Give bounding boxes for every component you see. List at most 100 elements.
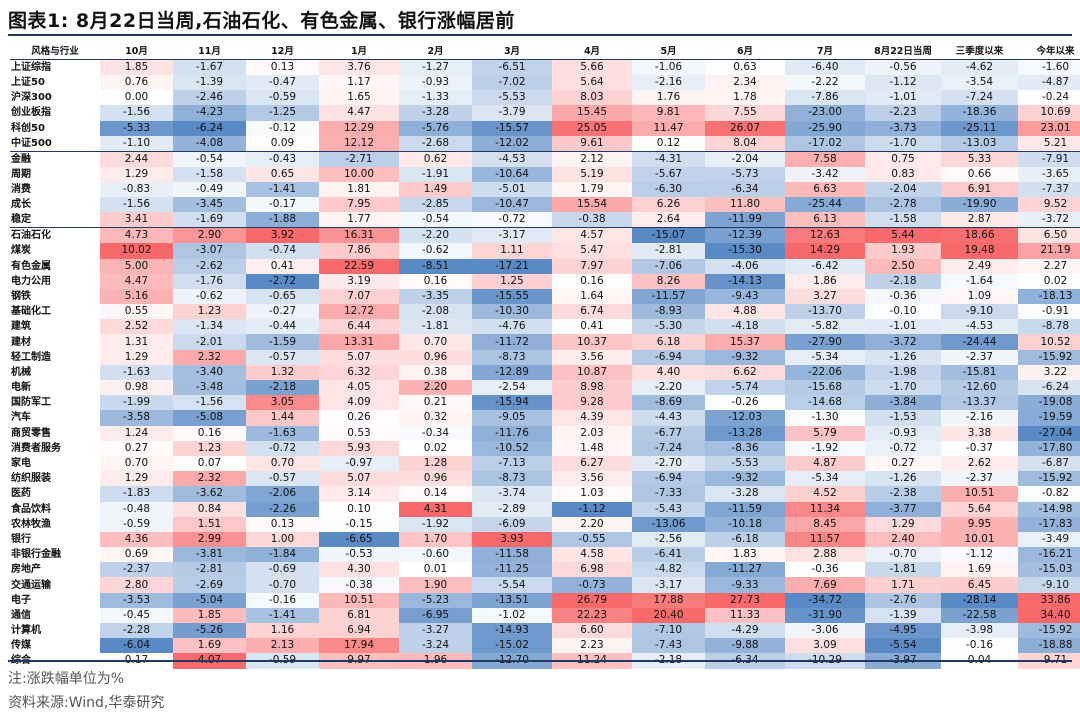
value-cell: 0.70 [246,455,319,472]
value-cell: -1.64 [941,273,1018,289]
row-label: 银行 [11,533,31,545]
value-cell: 11.34 [785,501,865,517]
value-cell: -11.25 [472,562,552,578]
value-cell: 0.12 [632,135,705,152]
row-label: 钢铁 [11,290,31,302]
value-cell: 1.48 [552,440,632,456]
row-label: 电力公用 [11,275,51,287]
row-label: 煤炭 [11,245,31,257]
header-period: 4月 [552,44,632,60]
value-cell: 1.23 [173,440,246,456]
value-cell: -17.02 [785,135,865,152]
value-cell: 17.88 [632,592,705,608]
value-cell: 0.01 [399,562,472,578]
value-cell: 4.39 [552,410,632,426]
value-cell: -2.06 [246,486,319,502]
value-cell: -1.39 [173,75,246,91]
value-cell: -1.70 [865,380,941,396]
value-cell: -2.38 [865,486,941,502]
value-cell: -0.55 [552,531,632,548]
value-cell: 1.29 [100,349,173,365]
table-header: 风格与行业 10月 11月 12月 1月 2月 3月 4月 5月 6月 7月 8月22日当周 三季度以来… [10,44,1080,60]
value-cell: -9.32 [705,349,785,365]
value-cell: 7.55 [705,105,785,121]
value-cell: 0.16 [173,425,246,441]
value-cell: -0.47 [246,75,319,91]
value-cell: -17.83 [1018,516,1080,532]
table-row: 有色金属 5.00 -2.62 0.41 22.59 -8.51 -17.21 7.97 -7.… [10,258,1080,274]
value-cell: -8.78 [1018,319,1080,335]
value-cell: -6.95 [399,607,472,623]
value-cell: -0.57 [246,349,319,365]
header-period: 6月 [705,44,785,60]
value-cell: 1.32 [246,364,319,380]
value-cell: -7.91 [1018,151,1080,167]
value-cell: 0.96 [399,471,472,487]
row-label: 消费 [11,184,31,196]
value-cell: -5.33 [100,120,173,136]
value-cell: -0.82 [1018,486,1080,502]
value-cell: -13.28 [705,425,785,441]
value-cell: -31.90 [785,607,865,623]
value-cell: -0.16 [941,638,1018,654]
value-cell: 3.05 [246,395,319,411]
value-cell: -0.48 [100,501,173,517]
value-cell: -15.92 [1018,471,1080,487]
bottom-divider [8,660,1072,662]
value-cell: 1.76 [632,90,705,106]
value-cell: 11.33 [705,607,785,623]
table-row: 创业板指 -1.56 -4.23 -1.25 4.47 -3.28 -3.79 15.45 9.… [10,105,1080,121]
value-cell: -1.81 [865,562,941,578]
value-cell: 12.72 [319,304,399,320]
value-cell: 4.36 [100,531,173,548]
value-cell: -18.36 [941,105,1018,121]
value-cell: -1.98 [865,364,941,380]
table-row: 通信 -0.45 1.85 -1.41 6.81 -6.95 -1.02 22.23 20.40… [10,607,1080,623]
value-cell: 7.58 [785,151,865,167]
value-cell: 6.18 [632,334,705,350]
value-cell: 4.73 [100,227,173,244]
value-cell: -8.36 [705,440,785,456]
value-cell: -11.99 [705,212,785,229]
value-cell: 6.94 [319,623,399,639]
value-cell: 4.05 [319,380,399,396]
value-cell: 1.69 [173,638,246,654]
value-cell: -2.04 [865,181,941,198]
value-cell: -0.54 [399,212,472,229]
value-cell: 1.28 [399,455,472,472]
value-cell: -2.85 [399,197,472,213]
value-cell: -3.45 [173,197,246,213]
value-cell: -7.86 [785,90,865,106]
value-cell: -1.56 [100,105,173,121]
value-cell: -9.10 [1018,577,1080,593]
value-cell: 5.07 [319,349,399,365]
value-cell: -0.15 [319,516,399,532]
value-cell: -16.21 [1018,547,1080,563]
value-cell: -6.24 [173,120,246,136]
value-cell: 4.09 [319,395,399,411]
value-cell: -0.45 [100,607,173,623]
value-cell: 0.63 [705,59,785,75]
value-cell: -5.54 [472,577,552,593]
table-row: 交通运输 2.80 -2.69 -0.70 -0.38 1.90 -5.54 -0.73 -3.… [10,577,1080,593]
value-cell: -1.91 [399,166,472,182]
value-cell: -15.92 [1018,623,1080,639]
value-cell: 12.12 [319,135,399,152]
value-cell: 2.88 [785,547,865,563]
value-cell: 4.52 [785,486,865,502]
value-cell: -2.81 [632,243,705,259]
value-cell: 14.29 [785,243,865,259]
value-cell: 33.86 [1018,592,1080,608]
table-row: 轻工制造 1.29 2.32 -0.57 5.07 0.96 -8.73 3.56 -6.94-… [10,349,1080,365]
value-cell: 4.47 [100,273,173,289]
value-cell: -7.24 [941,90,1018,106]
value-cell: 0.14 [399,486,472,502]
value-cell: -8.69 [632,395,705,411]
value-cell: -4.87 [1018,75,1080,91]
value-cell: -6.41 [632,547,705,563]
value-cell: -3.72 [865,334,941,350]
table-row: 农林牧渔 -0.59 1.51 0.13 -0.15 -1.92 -6.09 2.20 -13.… [10,516,1080,532]
value-cell: -0.72 [246,440,319,456]
value-cell: 1.24 [100,425,173,441]
value-cell: -28.14 [941,592,1018,608]
